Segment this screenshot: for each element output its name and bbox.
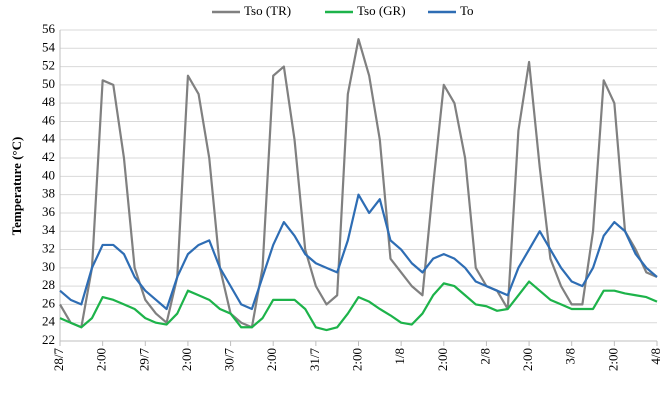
series-line — [59, 38, 658, 329]
y-tick-label: 24 — [42, 314, 56, 329]
series-line — [59, 280, 658, 332]
x-tick-label: 4/8 — [648, 348, 663, 365]
y-tick-label: 52 — [42, 58, 55, 73]
x-tick-label: 2:00 — [179, 348, 194, 371]
series-line — [59, 193, 658, 311]
y-tick-label: 44 — [42, 131, 56, 146]
y-tick-label: 38 — [42, 186, 55, 201]
x-tick-label: 2:00 — [94, 348, 109, 371]
x-tick-label: 3/8 — [563, 348, 578, 365]
x-tick-label: 28/7 — [51, 348, 66, 372]
x-tick-label: 2:00 — [349, 348, 364, 371]
x-tick-label: 31/7 — [307, 348, 322, 372]
x-tick-label: 30/7 — [222, 348, 237, 372]
legend-label: To — [460, 3, 474, 18]
y-tick-label: 22 — [42, 332, 55, 347]
y-tick-label: 40 — [42, 167, 55, 182]
y-tick-label: 56 — [42, 21, 56, 36]
y-axis-label: Temperature (°C) — [9, 137, 24, 236]
x-tick-label: 2:00 — [520, 348, 535, 371]
y-tick-label: 48 — [42, 94, 55, 109]
x-tick-label: 2:00 — [264, 348, 279, 371]
y-tick-label: 28 — [42, 277, 55, 292]
y-tick-label: 46 — [42, 112, 56, 127]
y-tick-label: 50 — [42, 76, 55, 91]
x-tick-label: 2/8 — [477, 348, 492, 365]
x-tick-label: 2:00 — [605, 348, 620, 371]
x-tick-label: 29/7 — [136, 348, 151, 372]
x-tick-label: 2:00 — [435, 348, 450, 371]
y-tick-label: 54 — [42, 39, 56, 54]
y-tick-label: 42 — [42, 149, 55, 164]
y-tick-label: 32 — [42, 241, 55, 256]
y-tick-label: 26 — [42, 295, 56, 310]
legend-label: Tso (TR) — [244, 3, 291, 18]
x-tick-label: 1/8 — [392, 348, 407, 365]
legend-label: Tso (GR) — [357, 3, 406, 18]
y-tick-label: 36 — [42, 204, 56, 219]
y-tick-label: 34 — [42, 222, 56, 237]
y-tick-label: 30 — [42, 259, 55, 274]
